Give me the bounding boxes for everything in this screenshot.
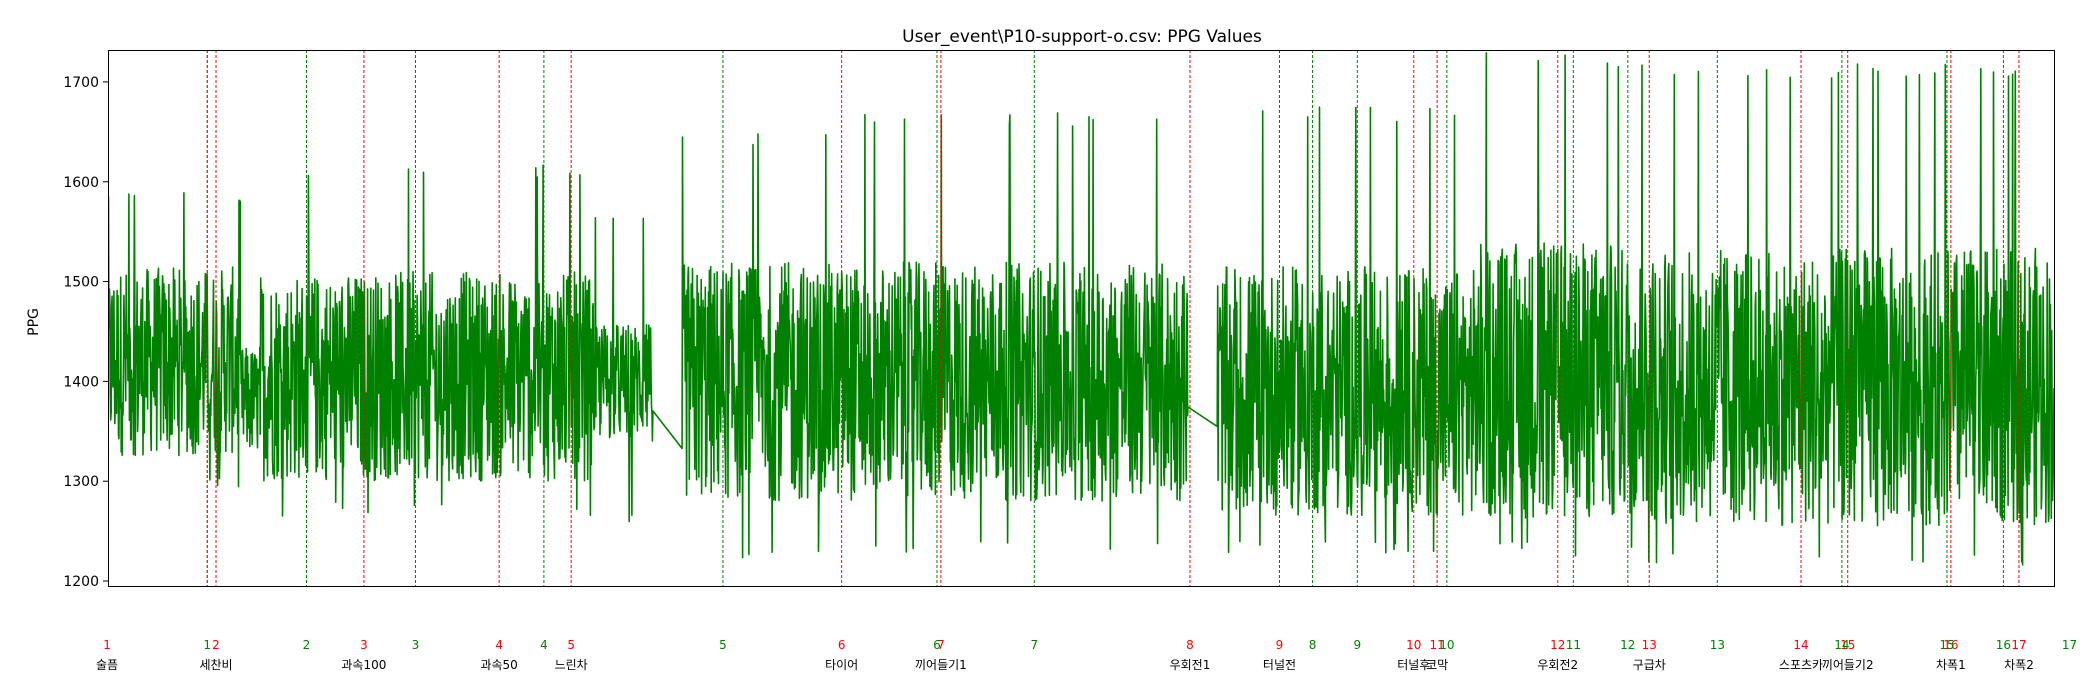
red-marker-number: 16 xyxy=(1943,638,1958,652)
green-marker-number: 11 xyxy=(1566,638,1581,652)
y-tick-label: 1700 xyxy=(63,75,99,91)
event-name-label: 차폭1 xyxy=(1936,658,1966,672)
event-name-label: 타이어 xyxy=(825,658,858,672)
red-marker-number: 8 xyxy=(1186,638,1194,652)
red-marker-number: 1 xyxy=(103,638,111,652)
red-marker-number: 13 xyxy=(1642,638,1657,652)
event-name-label: 끼어들기2 xyxy=(1822,658,1874,672)
red-marker-number: 11 xyxy=(1429,638,1444,652)
event-name-label: 느린차 xyxy=(555,658,588,672)
event-name-label: 과속100 xyxy=(341,658,386,672)
event-name-label: 코막 xyxy=(1426,658,1448,672)
y-tick-label: 1200 xyxy=(63,574,99,590)
green-marker-number: 14 xyxy=(1834,638,1849,652)
green-marker-number: 4 xyxy=(540,638,548,652)
green-marker-number: 5 xyxy=(719,638,727,652)
red-marker-number: 15 xyxy=(1840,638,1855,652)
event-name-label: 술픔 xyxy=(96,658,118,672)
green-marker-number: 13 xyxy=(1710,638,1725,652)
green-marker-number: 3 xyxy=(412,638,420,652)
event-name-label: 우회전1 xyxy=(1170,658,1211,672)
red-marker-number: 2 xyxy=(212,638,220,652)
red-marker-number: 10 xyxy=(1406,638,1421,652)
red-marker-number: 7 xyxy=(937,638,945,652)
y-axis: 1200 1300 1400 1500 1600 1700 xyxy=(63,75,108,590)
green-marker-number: 15 xyxy=(1939,638,1954,652)
red-marker-number: 6 xyxy=(838,638,846,652)
event-name-label: 터널후 xyxy=(1397,658,1430,672)
event-name-label: 스포츠카 xyxy=(1779,658,1823,672)
chart-title: User_event\P10-support-o.csv: PPG Values xyxy=(902,27,1262,47)
event-name-label: 차폭2 xyxy=(2004,658,2034,672)
y-tick-label: 1600 xyxy=(63,175,99,191)
red-marker-number: 12 xyxy=(1550,638,1565,652)
y-axis-label: PPG xyxy=(26,308,42,336)
green-marker-number: 12 xyxy=(1620,638,1635,652)
ppg-series-line xyxy=(108,52,2054,566)
event-name-label: 우회전2 xyxy=(1537,658,1578,672)
green-marker-number: 1 xyxy=(203,638,211,652)
green-marker-number: 6 xyxy=(933,638,941,652)
y-tick-label: 1500 xyxy=(63,275,99,291)
red-marker-number: 4 xyxy=(495,638,503,652)
green-marker-number: 7 xyxy=(1030,638,1038,652)
event-name-label: 세찬비 xyxy=(199,657,232,672)
event-label-row: 1 2 3 4 5 6 7 8 9 10 11 12 13 14 15 16 171 2 3 4 5 6 7 8 9 10 11 12… xyxy=(96,638,2077,672)
green-marker-number: 10 xyxy=(1439,638,1454,652)
event-name-label: 터널전 xyxy=(1263,658,1296,672)
green-marker-number: 16 xyxy=(1996,638,2011,652)
red-marker-number: 9 xyxy=(1276,638,1284,652)
green-marker-number: 17 xyxy=(2062,638,2077,652)
data-layer xyxy=(108,52,2054,566)
green-marker-number: 8 xyxy=(1309,638,1317,652)
green-marker-number: 2 xyxy=(303,638,311,652)
event-name-label: 과속50 xyxy=(480,658,517,672)
green-marker-number: 9 xyxy=(1354,638,1362,652)
event-markers xyxy=(206,50,2020,586)
event-name-label: 구급차 xyxy=(1633,658,1666,672)
red-marker-number: 14 xyxy=(1793,638,1808,652)
event-name-label: 끼어들기1 xyxy=(915,658,967,672)
plot-frame xyxy=(108,50,2055,587)
red-marker-number: 5 xyxy=(567,638,575,652)
red-marker-number: 17 xyxy=(2011,638,2026,652)
red-marker-number: 3 xyxy=(360,638,368,652)
y-tick-label: 1400 xyxy=(63,374,99,390)
y-tick-label: 1300 xyxy=(63,474,99,490)
